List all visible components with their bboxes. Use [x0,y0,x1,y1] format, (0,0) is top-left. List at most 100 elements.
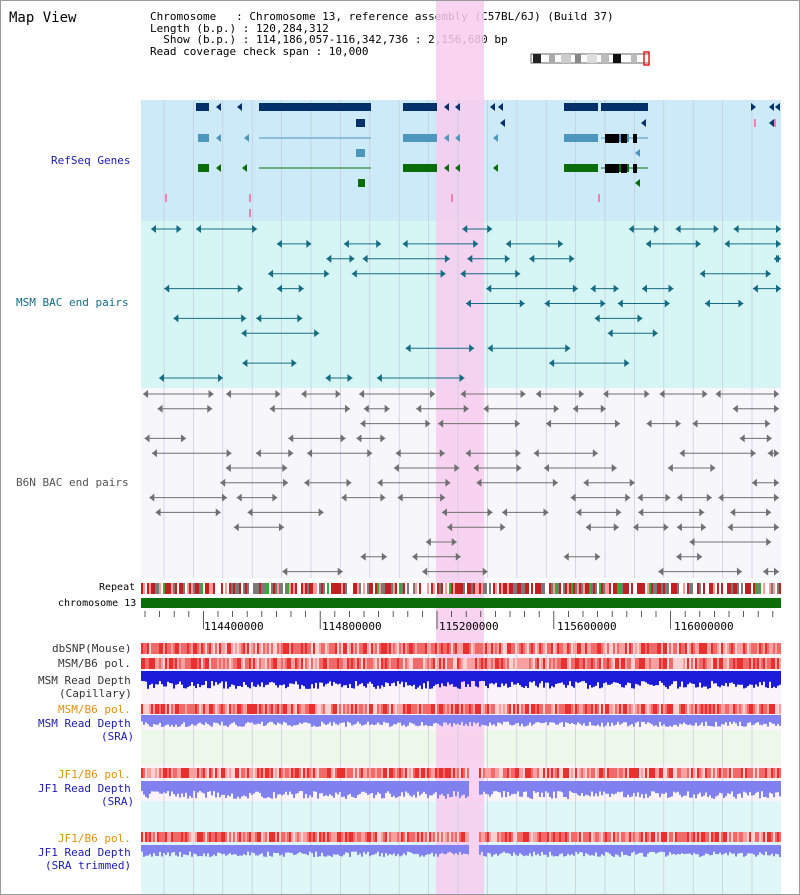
bac-end-left [543,464,549,472]
repeat-block [769,583,771,594]
polymorphism-cell [175,643,177,654]
repeat-block [297,583,299,594]
bac-end-left [607,329,613,338]
read-depth-bar [213,715,215,723]
read-depth-bar [247,715,249,722]
track-label-msm-b6-pol-sra[interactable]: MSM/B6 pol. [58,703,131,716]
polymorphism-cell [259,704,261,714]
repeat-block [765,583,767,594]
polymorphism-cell [293,768,295,778]
read-depth-bar [481,671,483,681]
polymorphism-cell [653,704,655,714]
bac-end-right [318,508,324,517]
polymorphism-cell [649,658,651,669]
read-depth-bar [735,781,737,799]
read-depth-bar [743,715,745,727]
polymorphism-cell [553,832,555,842]
read-depth-bar [285,671,287,689]
polymorphism-cell [241,643,243,654]
track-label-jf1-depth-sra[interactable]: JF1 Read Depth [38,782,131,795]
repeat-block [693,583,695,594]
polymorphism-cell [283,832,285,842]
polymorphism-cell [565,704,567,714]
polymorphism-cell [543,832,545,842]
track-label-dbsnp[interactable]: dbSNP(Mouse) [52,642,132,655]
polymorphism-cell [623,704,625,714]
track-label-msm-depth-sra[interactable]: MSM Read Depth [38,717,131,730]
polymorphism-cell [689,704,691,714]
repeat-block [233,583,235,594]
gene-strand-arrow [444,103,449,111]
track-label-msm-depth-capillary[interactable]: MSM Read Depth [38,674,131,687]
read-depth-bar [435,845,437,854]
read-depth-bar [257,715,259,724]
polymorphism-cell [409,832,411,842]
polymorphism-cell [579,704,581,714]
track-label-repeat[interactable]: Repeat [99,582,136,593]
bac-end-left [727,523,733,532]
polymorphism-cell [185,704,187,714]
read-depth-bar [415,671,417,689]
chromosome-ideogram[interactable] [530,51,650,66]
read-depth-bar [639,781,641,798]
read-depth-bar [239,845,241,856]
read-depth-bar [495,715,497,727]
track-label-msm-b6-pol[interactable]: MSM/B6 pol. [58,657,131,670]
polymorphism-cell [195,704,197,714]
repeat-block [643,583,645,594]
repeat-block [411,583,413,594]
polymorphism-cell [231,658,233,669]
read-depth-bar [411,715,413,724]
read-depth-bar [469,715,471,722]
polymorphism-cell [705,658,707,669]
polymorphism-cell [239,658,241,669]
track-label-jf1-b6-pol-2[interactable]: JF1/B6 pol. [58,832,131,845]
polymorphism-cell [319,832,321,842]
read-depth-bar [393,715,395,725]
polymorphism-cell [619,658,621,669]
polymorphism-cell [445,832,447,842]
read-depth-bar [717,715,719,727]
polymorphism-cell [175,704,177,714]
read-depth-bar [703,715,705,727]
track-label-jf1-depth-trimmed[interactable]: JF1 Read Depth [38,846,131,859]
read-depth-bar [389,671,391,687]
polymorphism-cell [351,704,353,714]
read-depth-bar [431,845,433,853]
read-depth-bar [599,845,601,857]
track-label-b6n-bac[interactable]: B6N BAC end pairs [16,476,129,489]
read-depth-bar [229,845,231,854]
polymorphism-cell [449,704,451,714]
bac-end-right [592,449,598,458]
track-label-refseq[interactable]: RefSeq Genes [51,154,131,167]
bac-end-left [393,464,399,472]
polymorphism-cell [663,704,665,714]
polymorphism-cell [261,768,263,778]
read-depth-bar [555,715,557,725]
read-depth-bar [291,671,293,684]
polymorphism-cell [347,768,349,778]
track-label-msm-bac[interactable]: MSM BAC end pairs [16,296,129,309]
polymorphism-cell [389,643,391,654]
read-depth-bar [679,781,681,795]
read-depth-bar [579,781,581,796]
polymorphism-cell [415,658,417,669]
repeat-block [697,583,699,594]
polymorphism-cell [319,704,321,714]
read-depth-bar [437,845,439,857]
polymorphism-cell [461,643,463,654]
read-depth-bar [569,715,571,725]
read-depth-bar [763,845,765,856]
read-depth-bar [701,715,703,723]
gene-marker [598,194,600,202]
read-depth-bar [745,845,747,856]
polymorphism-cell [381,768,383,778]
read-depth-bar [507,715,509,722]
track-label-jf1-b6-pol[interactable]: JF1/B6 pol. [58,768,131,781]
bac-end-left [570,493,576,502]
polymorphism-cell [593,768,595,778]
bac-end-left [603,390,609,398]
bac-end-right [283,478,289,487]
polymorphism-cell [341,658,343,669]
